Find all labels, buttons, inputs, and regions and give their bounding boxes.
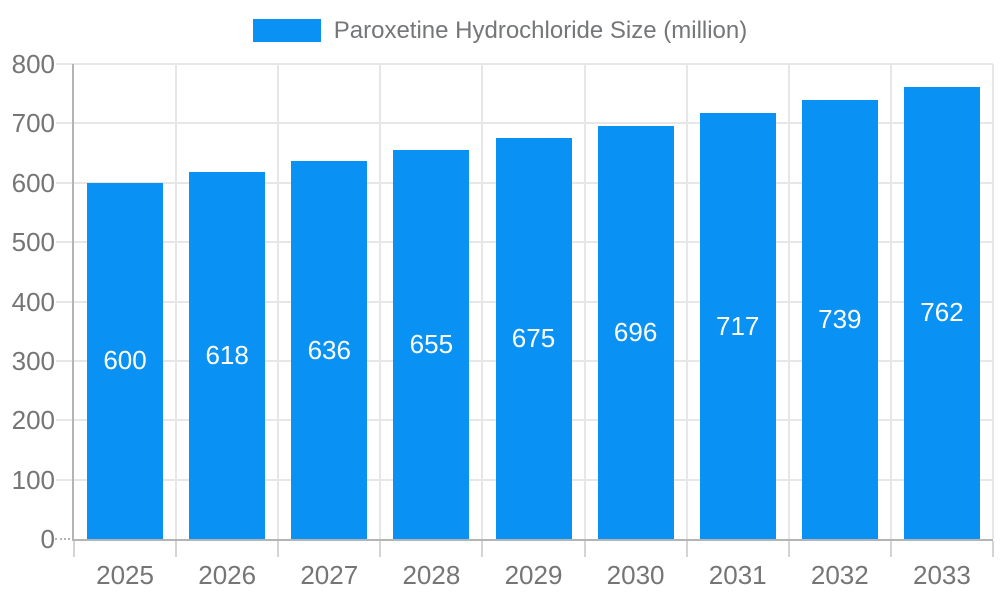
bar-value-label: 717 (716, 310, 760, 341)
bar-value-label: 762 (920, 297, 964, 328)
x-gridline (992, 64, 994, 539)
x-gridline (583, 64, 586, 539)
x-tick-label-2026: 2026 (198, 560, 257, 590)
legend-swatch (252, 19, 321, 42)
y-gridline (74, 63, 993, 65)
bar-value-label: 618 (205, 340, 249, 371)
x-tick-label-2031: 2031 (708, 560, 767, 590)
y-tick-label: 0 (40, 524, 55, 554)
bar-2029[interactable]: 675 (495, 138, 572, 539)
bar-value-label: 739 (818, 304, 862, 335)
y-axis-tick (56, 63, 74, 65)
y-tick-label: 500 (11, 227, 55, 258)
x-axis-tick (992, 541, 994, 557)
y-tick-label: 700 (11, 108, 55, 139)
y-gridline (74, 122, 993, 125)
y-axis-tick (56, 181, 74, 184)
y-axis-zero-tick (55, 538, 74, 540)
y-axis-line (72, 64, 74, 541)
x-gridline (787, 64, 790, 539)
x-tick-label-2025: 2025 (96, 560, 154, 590)
x-axis-tick (787, 541, 790, 557)
x-gridline (379, 64, 382, 539)
x-axis-tick (175, 541, 178, 557)
bar-2027[interactable]: 636 (291, 161, 368, 539)
x-axis-tick (73, 541, 75, 557)
x-axis-tick (583, 541, 586, 557)
y-tick-label: 300 (11, 345, 55, 376)
y-axis-tick (56, 478, 74, 481)
bar-value-label: 636 (307, 334, 351, 365)
y-axis-tick (56, 241, 74, 244)
x-tick-label-2032: 2032 (810, 560, 869, 590)
bar-2028[interactable]: 655 (393, 150, 470, 539)
bar-2033[interactable]: 762 (903, 86, 980, 539)
x-gridline (175, 64, 178, 539)
y-axis-tick (56, 300, 74, 303)
bar-value-label: 600 (103, 345, 147, 376)
bar-value-label: 655 (409, 329, 454, 360)
x-axis-tick (889, 541, 892, 557)
x-axis-tick (277, 541, 280, 557)
y-axis-tick (56, 419, 74, 422)
legend-label: Paroxetine Hydrochloride Size (million) (333, 17, 748, 44)
y-tick-label: 200 (11, 405, 55, 436)
x-axis-tick (379, 541, 382, 557)
bar-2030[interactable]: 696 (597, 125, 674, 539)
y-tick-label: 100 (11, 464, 55, 495)
bar-value-label: 675 (511, 323, 556, 354)
x-tick-label-2027: 2027 (300, 560, 359, 590)
x-tick-label-2029: 2029 (504, 560, 563, 590)
x-axis-line (72, 539, 993, 541)
y-axis-tick (56, 359, 74, 362)
y-axis-tick (56, 122, 74, 125)
x-gridline (685, 64, 688, 539)
x-tick-label-2028: 2028 (402, 560, 461, 590)
x-gridline (889, 64, 892, 539)
bar-2031[interactable]: 717 (699, 113, 776, 539)
bar-2025[interactable]: 600 (87, 182, 164, 539)
y-tick-label: 400 (11, 286, 55, 317)
x-axis-tick (685, 541, 688, 557)
y-tick-label: 600 (11, 167, 55, 198)
bar-2032[interactable]: 739 (801, 100, 878, 539)
legend-item[interactable]: Paroxetine Hydrochloride Size (million) (0, 17, 1000, 44)
x-gridline (481, 64, 484, 539)
bar-value-label: 696 (613, 316, 658, 347)
y-tick-label: 800 (11, 49, 55, 79)
x-gridline (277, 64, 280, 539)
x-tick-label-2033: 2033 (913, 560, 971, 590)
x-tick-label-2030: 2030 (606, 560, 665, 590)
x-axis-tick (481, 541, 484, 557)
bar-2026[interactable]: 618 (189, 172, 266, 539)
